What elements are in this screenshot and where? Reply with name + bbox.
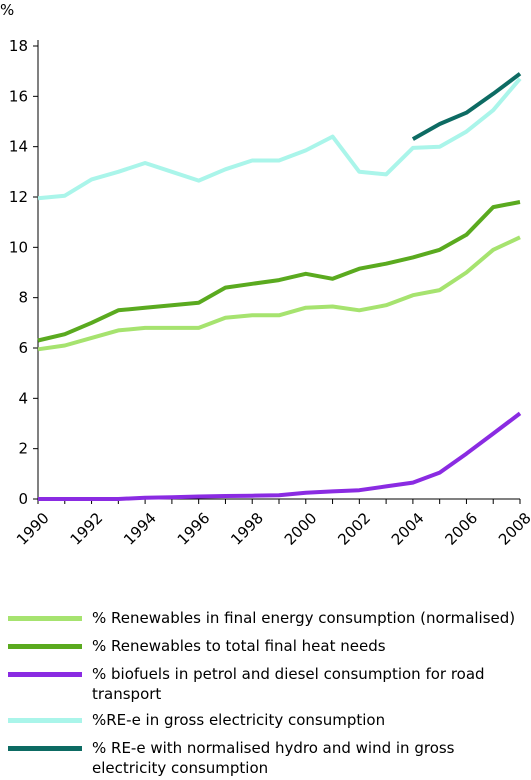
legend-item-renewables-final-energy: % Renewables in final energy consumption… bbox=[0, 608, 531, 632]
y-tick-label: 18 bbox=[9, 37, 28, 55]
x-ticks: 1990 1992 1994 1996 1998 2000 2002 2004 2006 2008 bbox=[13, 499, 531, 549]
y-tick-label: 10 bbox=[9, 238, 28, 256]
y-tick-label: 8 bbox=[18, 289, 28, 307]
x-tick-label: 1990 bbox=[13, 509, 53, 549]
x-tick-label: 1996 bbox=[174, 509, 214, 549]
legend-label: % Renewables to total final heat needs bbox=[92, 637, 386, 655]
y-tick-label: 6 bbox=[18, 339, 28, 357]
y-tick-label: 0 bbox=[18, 490, 28, 508]
y-tick-label: 12 bbox=[9, 188, 28, 206]
legend-item-re-e-electricity: %RE-e in gross electricity consumption bbox=[0, 710, 531, 734]
x-tick-label: 2006 bbox=[441, 509, 481, 549]
series-line-2 bbox=[38, 411, 522, 501]
x-tick-label: 2004 bbox=[388, 509, 428, 549]
legend-item-renewables-heat: % Renewables to total final heat needs bbox=[0, 636, 531, 660]
legend-label: % RE-e with normalised hydro and wind in… bbox=[92, 739, 455, 777]
legend-swatch bbox=[8, 672, 82, 677]
legend-item-biofuels: % biofuels in petrol and diesel consumpt… bbox=[0, 664, 531, 706]
series-line-3 bbox=[37, 77, 522, 201]
y-unit-label: % bbox=[0, 1, 14, 19]
chart-plot: % 0 2 4 6 8 10 12 14 16 18 1990 1992 1994 1996 1998 20… bbox=[0, 1, 531, 549]
legend-swatch bbox=[8, 718, 82, 723]
x-tick-label: 1998 bbox=[227, 509, 267, 549]
legend: % Renewables in final energy consumption… bbox=[0, 608, 531, 780]
x-tick-label: 2008 bbox=[495, 509, 531, 549]
legend-label: % Renewables in final energy consumption… bbox=[92, 609, 516, 627]
series-line-4 bbox=[411, 72, 522, 141]
x-tick-label: 2002 bbox=[334, 509, 374, 549]
legend-swatch bbox=[8, 616, 82, 621]
legend-label: % biofuels in petrol and diesel consumpt… bbox=[92, 665, 485, 703]
legend-label: %RE-e in gross electricity consumption bbox=[92, 711, 386, 729]
series-line-0 bbox=[37, 235, 521, 352]
series-line-1 bbox=[37, 200, 521, 343]
series-lines bbox=[37, 72, 522, 501]
x-tick-label: 1994 bbox=[120, 509, 160, 549]
y-tick-label: 14 bbox=[9, 138, 28, 156]
legend-swatch bbox=[8, 644, 82, 649]
x-tick-label: 2000 bbox=[281, 509, 321, 549]
x-tick-label: 1992 bbox=[67, 509, 107, 549]
y-ticks: 0 2 4 6 8 10 12 14 16 18 bbox=[9, 37, 38, 508]
legend-item-re-e-normalised: % RE-e with normalised hydro and wind in… bbox=[0, 738, 531, 780]
y-tick-label: 4 bbox=[18, 389, 28, 407]
legend-swatch bbox=[8, 746, 82, 751]
y-tick-label: 16 bbox=[9, 87, 28, 105]
y-tick-label: 2 bbox=[18, 440, 28, 458]
